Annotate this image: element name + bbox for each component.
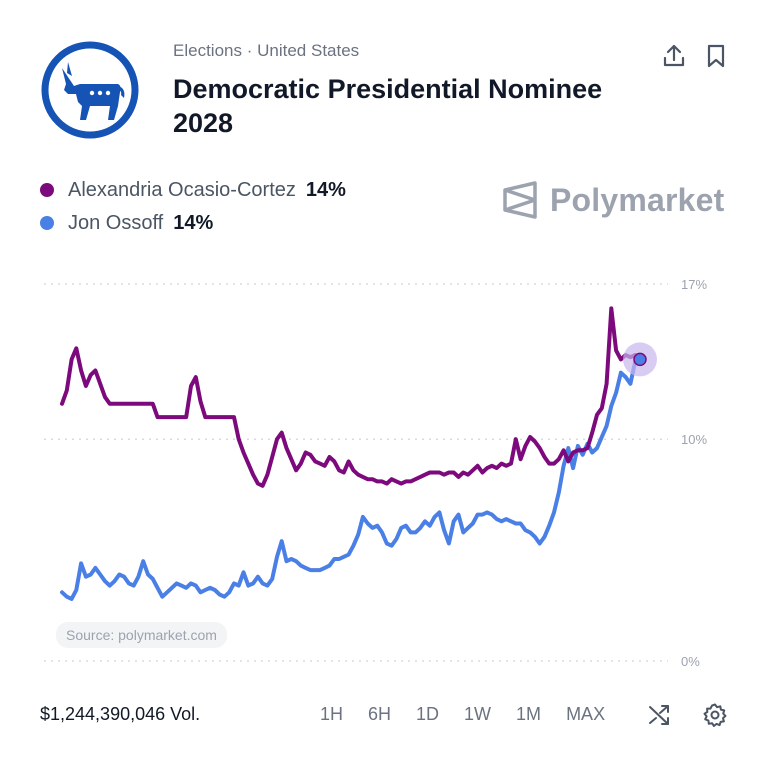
- legend-dot-aoc: [40, 183, 54, 197]
- series-line-aoc: [60, 306, 642, 488]
- range-max[interactable]: MAX: [566, 704, 606, 724]
- breadcrumb-united-states[interactable]: United States: [257, 41, 360, 60]
- gear-icon[interactable]: [702, 702, 728, 728]
- polymarket-watermark: Polymarket: [500, 180, 725, 220]
- range-1h[interactable]: 1H: [320, 704, 344, 724]
- range-1w[interactable]: 1W: [464, 704, 492, 724]
- breadcrumb-separator: ·: [246, 41, 253, 60]
- volume-label: $1,244,390,046 Vol.: [40, 704, 201, 724]
- series-line-ossoff: [60, 357, 642, 601]
- y-tick-label: 10%: [681, 432, 707, 447]
- endpoint-marker: [633, 352, 647, 367]
- donkey-logo-icon: [41, 41, 139, 139]
- y-tick-label: 0%: [681, 654, 700, 669]
- range-1m[interactable]: 1M: [516, 704, 542, 724]
- legend-dot-ossoff: [40, 216, 54, 230]
- legend-value-ossoff: 14%: [173, 211, 214, 234]
- legend-value-aoc: 14%: [305, 178, 346, 201]
- range-1d[interactable]: 1D: [416, 704, 440, 724]
- bookmark-icon[interactable]: [702, 42, 730, 70]
- share-icon[interactable]: [660, 42, 688, 70]
- shuffle-icon[interactable]: [647, 702, 673, 728]
- range-6h[interactable]: 6H: [368, 704, 392, 724]
- breadcrumb: Elections · United States: [173, 41, 359, 61]
- y-tick-label: 17%: [681, 277, 707, 292]
- price-chart[interactable]: 0% 10% 17%: [0, 260, 768, 680]
- legend-name-aoc: Alexandria Ocasio-Cortez: [68, 178, 296, 201]
- breadcrumb-elections[interactable]: Elections: [173, 41, 242, 60]
- legend-name-ossoff: Jon Ossoff: [68, 211, 164, 234]
- legend-item-aoc: Alexandria Ocasio-Cortez 14%: [40, 176, 346, 204]
- legend: Alexandria Ocasio-Cortez 14% Jon Ossoff …: [40, 176, 346, 242]
- page-title: Democratic Presidential Nominee 2028: [173, 74, 603, 138]
- time-range-selector: 1H 6H 1D 1W 1M MAX: [320, 704, 605, 725]
- legend-item-ossoff: Jon Ossoff 14%: [40, 209, 346, 237]
- watermark-text: Polymarket: [550, 181, 725, 218]
- source-badge: Source: polymarket.com: [56, 622, 227, 648]
- polymarket-logo-icon: [503, 181, 537, 219]
